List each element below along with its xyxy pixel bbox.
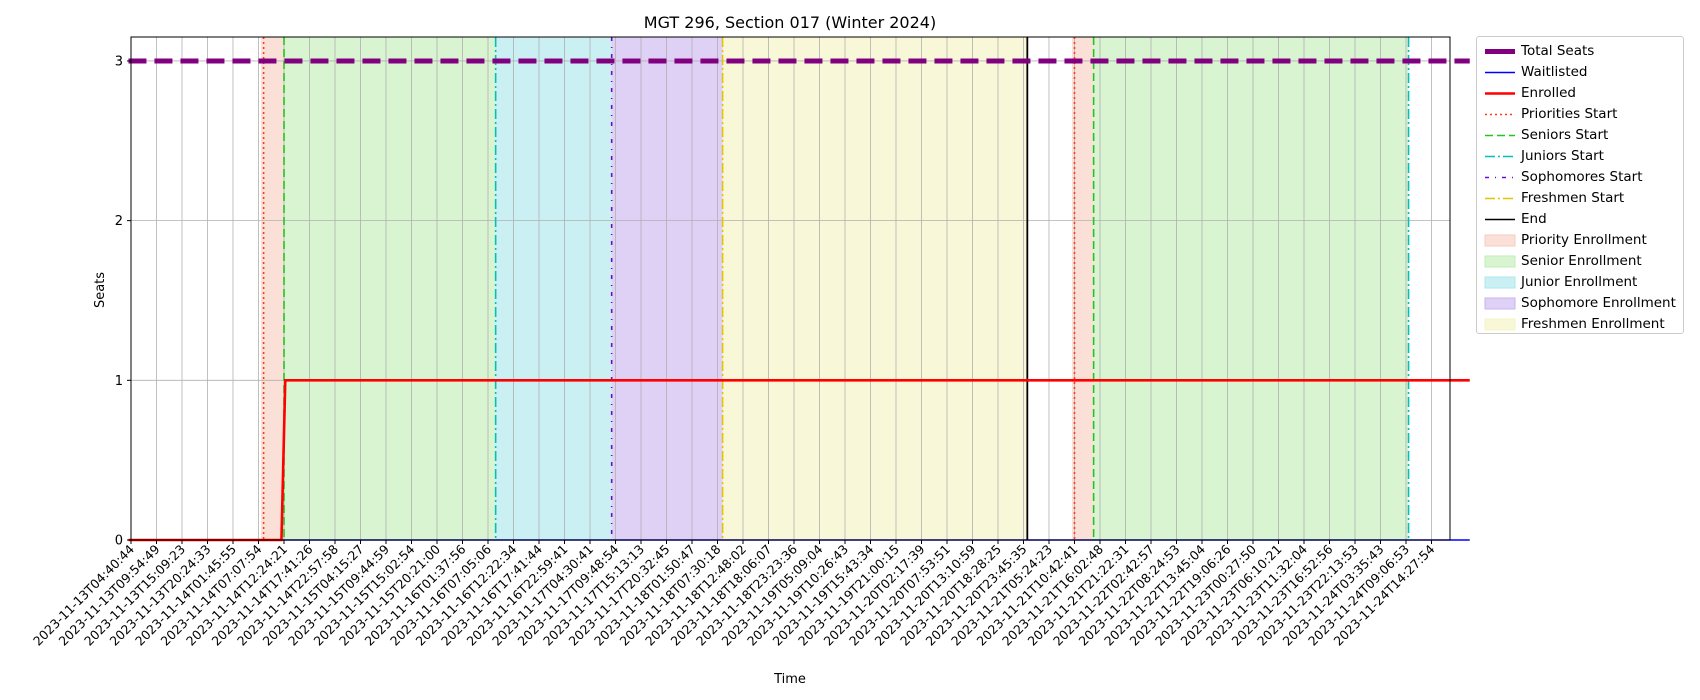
plot-frame xyxy=(130,36,1451,541)
y-tick-label: 3 xyxy=(115,54,123,69)
legend-item: Waitlisted xyxy=(1477,62,1683,83)
span-priority-enrollment xyxy=(261,37,284,540)
legend-patch xyxy=(1484,297,1516,310)
enrollment-spans xyxy=(261,37,1409,540)
span-priority-enrollment xyxy=(1071,37,1094,540)
legend-swatch xyxy=(1484,276,1516,289)
legend-label: Juniors Start xyxy=(1521,148,1604,164)
legend-item: Freshmen Enrollment xyxy=(1477,314,1683,335)
y-axis-label: Seats xyxy=(93,272,108,308)
legend-item: Sophomores Start xyxy=(1477,167,1683,188)
legend-item: Seniors Start xyxy=(1477,125,1683,146)
y-tick-label: 2 xyxy=(115,214,123,229)
legend-label: End xyxy=(1521,211,1547,227)
legend-swatch xyxy=(1485,92,1515,95)
legend-patch xyxy=(1484,255,1516,268)
legend-patch xyxy=(1484,234,1516,247)
legend-swatch xyxy=(1485,197,1515,200)
legend-label: Waitlisted xyxy=(1521,64,1588,80)
legend-label: Total Seats xyxy=(1521,43,1595,59)
legend-swatch xyxy=(1485,155,1515,158)
legend-label: Freshmen Start xyxy=(1521,190,1625,206)
legend-swatch xyxy=(1485,71,1515,74)
legend-swatch xyxy=(1485,113,1515,116)
legend-item: Juniors Start xyxy=(1477,146,1683,167)
legend-item: End xyxy=(1477,209,1683,230)
legend-swatch xyxy=(1485,218,1515,221)
legend-label: Sophomore Enrollment xyxy=(1521,295,1676,311)
legend-item: Freshmen Start xyxy=(1477,188,1683,209)
legend-label: Seniors Start xyxy=(1521,127,1609,143)
legend-label: Freshmen Enrollment xyxy=(1521,316,1665,332)
legend-swatch xyxy=(1484,318,1516,331)
x-axis-label: Time xyxy=(773,672,806,687)
span-freshmen-enrollment xyxy=(722,37,1028,540)
chart-title: MGT 296, Section 017 (Winter 2024) xyxy=(644,13,936,32)
legend-label: Priority Enrollment xyxy=(1521,232,1647,248)
legend-swatch xyxy=(1484,234,1516,247)
y-tick-label: 0 xyxy=(115,534,123,549)
span-senior-enrollment xyxy=(284,37,496,540)
legend-label: Senior Enrollment xyxy=(1521,253,1642,269)
legend-label: Priorities Start xyxy=(1521,106,1618,122)
legend-swatch xyxy=(1485,49,1515,54)
span-sophomore-enrollment xyxy=(611,37,723,540)
legend-patch xyxy=(1484,318,1516,331)
legend-item: Junior Enrollment xyxy=(1477,272,1683,293)
legend-swatch xyxy=(1485,176,1515,179)
legend-swatch xyxy=(1484,255,1516,268)
legend-label: Sophomores Start xyxy=(1521,169,1643,185)
legend-item: Enrolled xyxy=(1477,83,1683,104)
y-tick-label: 1 xyxy=(115,374,123,389)
legend-swatch xyxy=(1484,297,1516,310)
legend-item: Sophomore Enrollment xyxy=(1477,293,1683,314)
legend-label: Junior Enrollment xyxy=(1521,274,1638,290)
legend-item: Priority Enrollment xyxy=(1477,230,1683,251)
span-senior-enrollment xyxy=(1093,37,1409,540)
legend-item: Senior Enrollment xyxy=(1477,251,1683,272)
legend: Total Seats Waitlisted Enrolled Priorities … xyxy=(1476,36,1684,334)
legend-swatch xyxy=(1485,134,1515,137)
legend-label: Enrolled xyxy=(1521,85,1576,101)
legend-item: Total Seats xyxy=(1477,41,1683,62)
phase-markers xyxy=(262,37,1410,540)
legend-item: Priorities Start xyxy=(1477,104,1683,125)
span-junior-enrollment xyxy=(495,37,612,540)
legend-patch xyxy=(1484,276,1516,289)
